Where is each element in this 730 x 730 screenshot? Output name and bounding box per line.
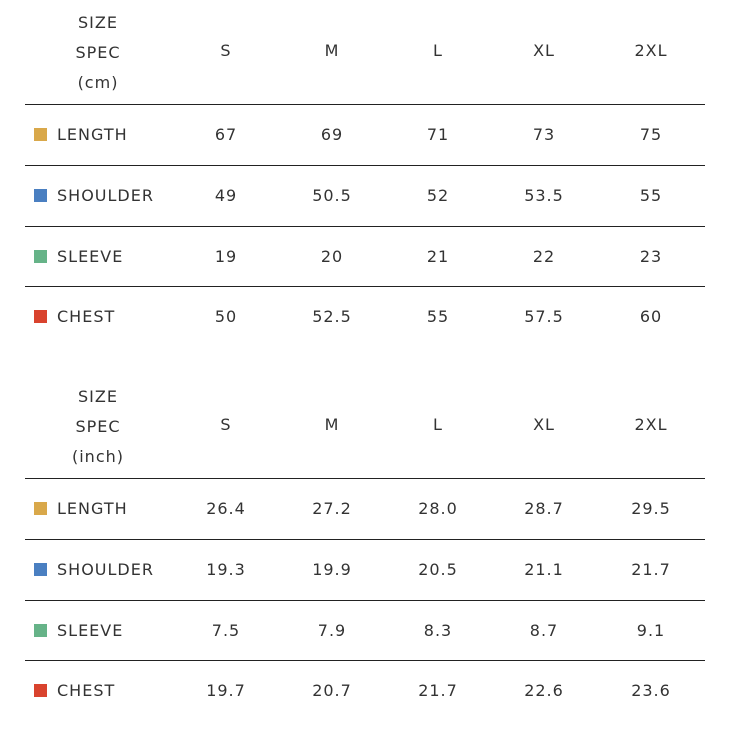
value-cell: 71 (426, 125, 450, 144)
value-cell: 23 (639, 246, 663, 266)
table-row-shoulder: SHOULDER 19.3 19.9 20.5 21.1 21.7 (25, 540, 705, 601)
value-cell: 73 (532, 125, 556, 144)
spec-unit: (inch) (71, 447, 124, 466)
value-cell: 28.0 (418, 499, 458, 518)
size-table-cm: SIZE SPEC (cm) S M L XL 2XL LENGTH 67 69… (25, 5, 705, 348)
value-cell: 8.7 (529, 620, 559, 640)
row-label: CHEST (57, 681, 116, 701)
value-cell: 19.7 (206, 681, 246, 701)
size-header-xl: XL (533, 415, 555, 434)
spec-line-size: SIZE (78, 387, 118, 406)
value-cell: 9.1 (636, 620, 666, 640)
size-header-2xl: 2XL (634, 41, 668, 60)
value-cell: 21.7 (418, 681, 458, 701)
value-cell: 20.7 (312, 681, 352, 701)
table-row-chest: CHEST 19.7 20.7 21.7 22.6 23.6 (25, 661, 705, 722)
value-cell: 75 (639, 125, 663, 144)
value-cell: 21.7 (631, 559, 671, 579)
length-color-swatch (34, 502, 47, 515)
size-header-m: M (324, 41, 340, 60)
value-cell: 7.9 (317, 620, 347, 640)
value-cell: 49 (214, 185, 238, 205)
value-cell: 69 (320, 125, 344, 144)
value-cell: 19 (214, 246, 238, 266)
sleeve-color-swatch (34, 623, 47, 637)
table-row-length: LENGTH 26.4 27.2 28.0 28.7 29.5 (25, 479, 705, 540)
size-header-l: L (433, 41, 443, 60)
value-cell: 52.5 (312, 307, 352, 327)
shoulder-color-swatch (34, 188, 47, 202)
size-header-l: L (433, 415, 443, 434)
spec-line-spec: SPEC (75, 417, 121, 436)
sleeve-color-swatch (34, 249, 47, 263)
table-header-row: SIZE SPEC (inch) S M L XL 2XL (25, 379, 705, 479)
value-cell: 22.6 (524, 681, 564, 701)
row-label: SHOULDER (57, 559, 154, 579)
size-spec-label: SIZE SPEC (inch) (60, 382, 136, 472)
value-cell: 19.3 (206, 559, 246, 579)
table-header-row: SIZE SPEC (cm) S M L XL 2XL (25, 5, 705, 105)
value-cell: 22 (532, 246, 556, 266)
value-cell: 55 (426, 307, 450, 327)
value-cell: 26.4 (206, 499, 246, 518)
row-label: CHEST (57, 307, 116, 327)
value-cell: 29.5 (631, 499, 671, 518)
value-cell: 20 (320, 246, 344, 266)
shoulder-color-swatch (34, 562, 47, 576)
chest-color-swatch (34, 310, 47, 324)
value-cell: 23.6 (631, 681, 671, 701)
table-row-length: LENGTH 67 69 71 73 75 (25, 105, 705, 166)
value-cell: 27.2 (312, 499, 352, 518)
size-header-s: S (220, 41, 232, 60)
value-cell: 21 (426, 246, 450, 266)
value-cell: 57.5 (524, 307, 564, 327)
spec-line-size: SIZE (78, 13, 118, 32)
row-label: LENGTH (57, 125, 128, 144)
size-table-inch: SIZE SPEC (inch) S M L XL 2XL LENGTH 26.… (25, 379, 705, 722)
row-label: SHOULDER (57, 185, 154, 205)
value-cell: 21.1 (524, 559, 564, 579)
length-color-swatch (34, 128, 47, 141)
value-cell: 50 (214, 307, 238, 327)
size-header-2xl: 2XL (634, 415, 668, 434)
value-cell: 8.3 (423, 620, 453, 640)
value-cell: 53.5 (524, 185, 564, 205)
spec-unit: (cm) (77, 73, 119, 92)
row-label: SLEEVE (57, 246, 124, 266)
chest-color-swatch (34, 684, 47, 698)
size-header-s: S (220, 415, 232, 434)
size-spec-label: SIZE SPEC (cm) (60, 8, 136, 98)
value-cell: 20.5 (418, 559, 458, 579)
spec-line-spec: SPEC (75, 43, 121, 62)
value-cell: 19.9 (312, 559, 352, 579)
value-cell: 60 (639, 307, 663, 327)
row-label: SLEEVE (57, 620, 124, 640)
size-header-m: M (324, 415, 340, 434)
value-cell: 52 (426, 185, 450, 205)
table-row-chest: CHEST 50 52.5 55 57.5 60 (25, 287, 705, 348)
size-header-xl: XL (533, 41, 555, 60)
row-label: LENGTH (57, 499, 128, 518)
value-cell: 55 (639, 185, 663, 205)
table-row-sleeve: SLEEVE 7.5 7.9 8.3 8.7 9.1 (25, 601, 705, 662)
table-row-sleeve: SLEEVE 19 20 21 22 23 (25, 227, 705, 288)
value-cell: 28.7 (524, 499, 564, 518)
value-cell: 67 (214, 125, 238, 144)
table-row-shoulder: SHOULDER 49 50.5 52 53.5 55 (25, 166, 705, 227)
value-cell: 50.5 (312, 185, 352, 205)
value-cell: 7.5 (211, 620, 241, 640)
